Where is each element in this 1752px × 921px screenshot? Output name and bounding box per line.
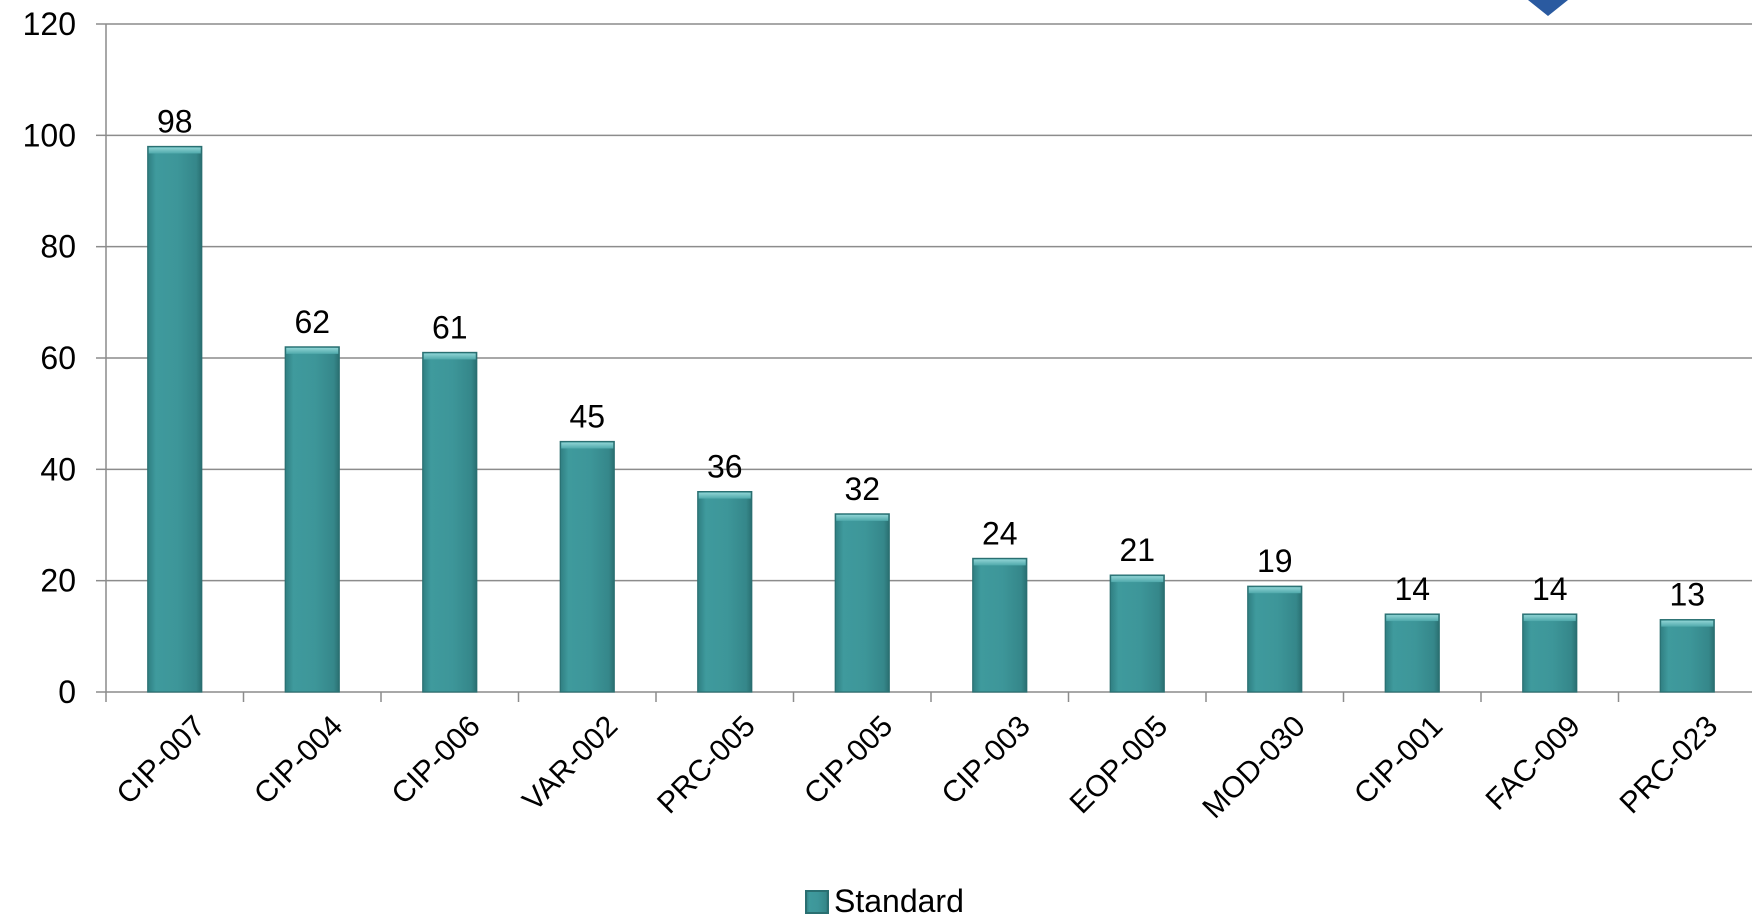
bar-top-bevel (148, 147, 201, 154)
bar-top-bevel (698, 492, 751, 499)
x-tick-label-FAC-009: FAC-009 (1480, 710, 1587, 817)
data-label-VAR-002: 45 (569, 399, 605, 435)
x-tick-label-VAR-002: VAR-002 (516, 710, 624, 818)
bar-top-bevel (1248, 587, 1301, 594)
axes (96, 23, 1752, 702)
bar-body (697, 491, 753, 693)
x-tick-label-EOP-005: EOP-005 (1064, 710, 1175, 821)
x-tick-label-CIP-007: CIP-007 (111, 710, 212, 811)
bar-body (834, 513, 890, 693)
bar-body (1247, 585, 1303, 693)
x-tick-labels: CIP-007 CIP-004 CIP-006 VAR-002 PRC-005 CIP-0… (111, 710, 1725, 825)
bar-top-bevel (973, 559, 1026, 566)
y-tick-label: 120 (23, 6, 76, 42)
x-tick-label-CIP-003: CIP-003 (936, 710, 1037, 811)
y-tick-label: 60 (40, 340, 76, 376)
data-labels: 98 62 61 45 36 32 24 21 19 14 14 13 (157, 103, 1705, 612)
bar-PRC-023 (1659, 619, 1715, 693)
bar-PRC-005 (697, 491, 753, 693)
x-tick-label-CIP-004: CIP-004 (248, 710, 349, 811)
bar-top-bevel (561, 442, 614, 449)
data-label-CIP-001: 14 (1394, 571, 1430, 607)
bar-body (284, 346, 340, 693)
bar-CIP-005 (834, 513, 890, 693)
bar-top-bevel (423, 353, 476, 360)
bar-body (559, 440, 615, 693)
data-label-PRC-005: 36 (707, 449, 743, 485)
bar-top-bevel (1523, 615, 1576, 622)
logo-fragment (1528, 0, 1568, 16)
x-tick-label-CIP-001: CIP-001 (1348, 710, 1449, 811)
bar-CIP-003 (972, 557, 1028, 693)
bar-VAR-002 (559, 440, 615, 693)
bar-EOP-005 (1109, 574, 1165, 693)
bar-body (1109, 574, 1165, 693)
data-label-EOP-005: 21 (1119, 532, 1155, 568)
y-tick-labels: 0 20 40 60 80 100 120 (23, 6, 76, 710)
bar-top-bevel (1111, 576, 1164, 583)
data-label-CIP-007: 98 (157, 103, 193, 139)
x-tick-label-CIP-005: CIP-005 (798, 710, 899, 811)
bar-top-bevel (1661, 620, 1714, 627)
y-tick-label: 20 (40, 563, 76, 599)
x-tick-label-CIP-006: CIP-006 (386, 710, 487, 811)
x-tick-label-PRC-023: PRC-023 (1614, 710, 1725, 821)
x-tick-label-MOD-030: MOD-030 (1196, 710, 1311, 825)
bar-CIP-004 (284, 346, 340, 693)
bars (147, 145, 1715, 693)
bar-CIP-007 (147, 145, 203, 693)
x-tick-label-PRC-005: PRC-005 (651, 710, 762, 821)
data-label-MOD-030: 19 (1257, 543, 1293, 579)
gridlines (106, 23, 1752, 582)
bar-body (147, 145, 203, 693)
bar-top-bevel (1386, 615, 1439, 622)
bar-body (1659, 619, 1715, 693)
legend: Standard (805, 883, 964, 919)
bar-FAC-009 (1522, 613, 1578, 693)
data-label-CIP-004: 62 (294, 304, 330, 340)
data-label-CIP-006: 61 (432, 309, 468, 345)
data-label-FAC-009: 14 (1532, 571, 1568, 607)
bar-top-bevel (836, 514, 889, 521)
data-label-PRC-023: 13 (1669, 577, 1705, 613)
data-label-CIP-003: 24 (982, 515, 1018, 551)
bar-CIP-001 (1384, 613, 1440, 693)
y-tick-label: 80 (40, 229, 76, 265)
y-tick-label: 100 (23, 117, 76, 153)
bar-CIP-006 (422, 351, 478, 693)
legend-label-standard: Standard (834, 883, 964, 919)
y-tick-label: 0 (58, 674, 76, 710)
bar-body (422, 351, 478, 693)
bar-MOD-030 (1247, 585, 1303, 693)
data-label-CIP-005: 32 (844, 471, 880, 507)
bar-body (972, 557, 1028, 693)
bar-top-bevel (286, 347, 339, 354)
legend-swatch-standard (805, 890, 829, 914)
bar-body (1384, 613, 1440, 693)
bar-body (1522, 613, 1578, 693)
y-tick-label: 40 (40, 451, 76, 487)
